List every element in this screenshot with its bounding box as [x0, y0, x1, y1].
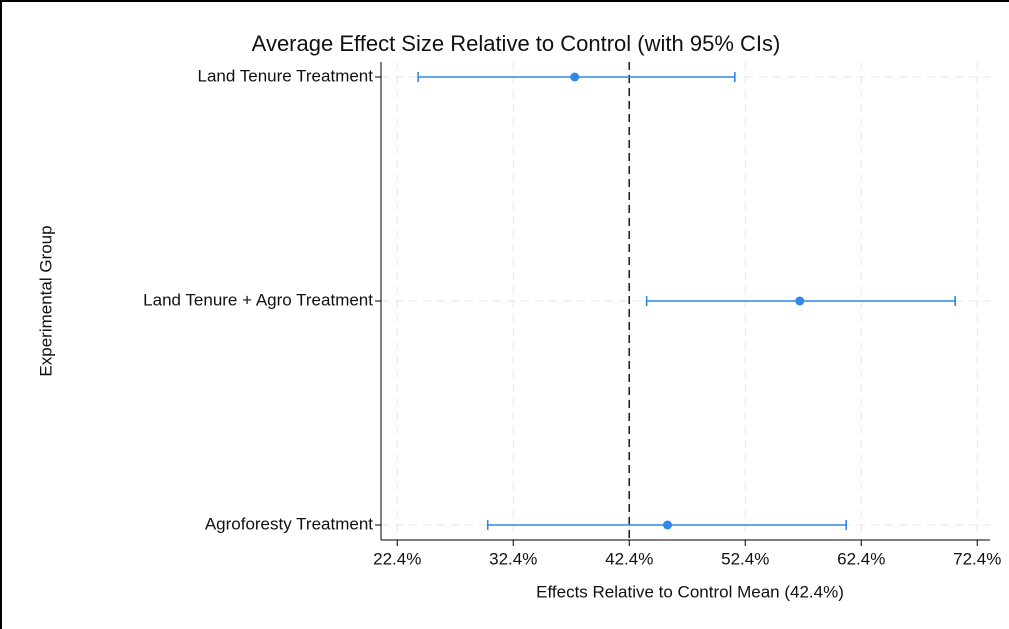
x-tick-label: 22.4%: [373, 549, 421, 568]
x-tick-label: 62.4%: [837, 549, 885, 568]
chart-title: Average Effect Size Relative to Control …: [252, 31, 781, 56]
y-tick-label: Land Tenure + Agro Treatment: [143, 290, 373, 309]
y-axis-label: Experimental Group: [36, 225, 55, 376]
x-tick-label: 72.4%: [953, 549, 1001, 568]
point: [795, 296, 805, 306]
y-tick-label: Land Tenure Treatment: [198, 66, 374, 85]
x-tick-label: 32.4%: [489, 549, 537, 568]
x-tick-label: 42.4%: [605, 549, 653, 568]
y-tick-label: Agroforesty Treatment: [205, 514, 373, 533]
point: [570, 72, 580, 82]
x-tick-label: 52.4%: [721, 549, 769, 568]
x-axis-label: Effects Relative to Control Mean (42.4%): [536, 582, 844, 601]
point: [663, 520, 673, 530]
